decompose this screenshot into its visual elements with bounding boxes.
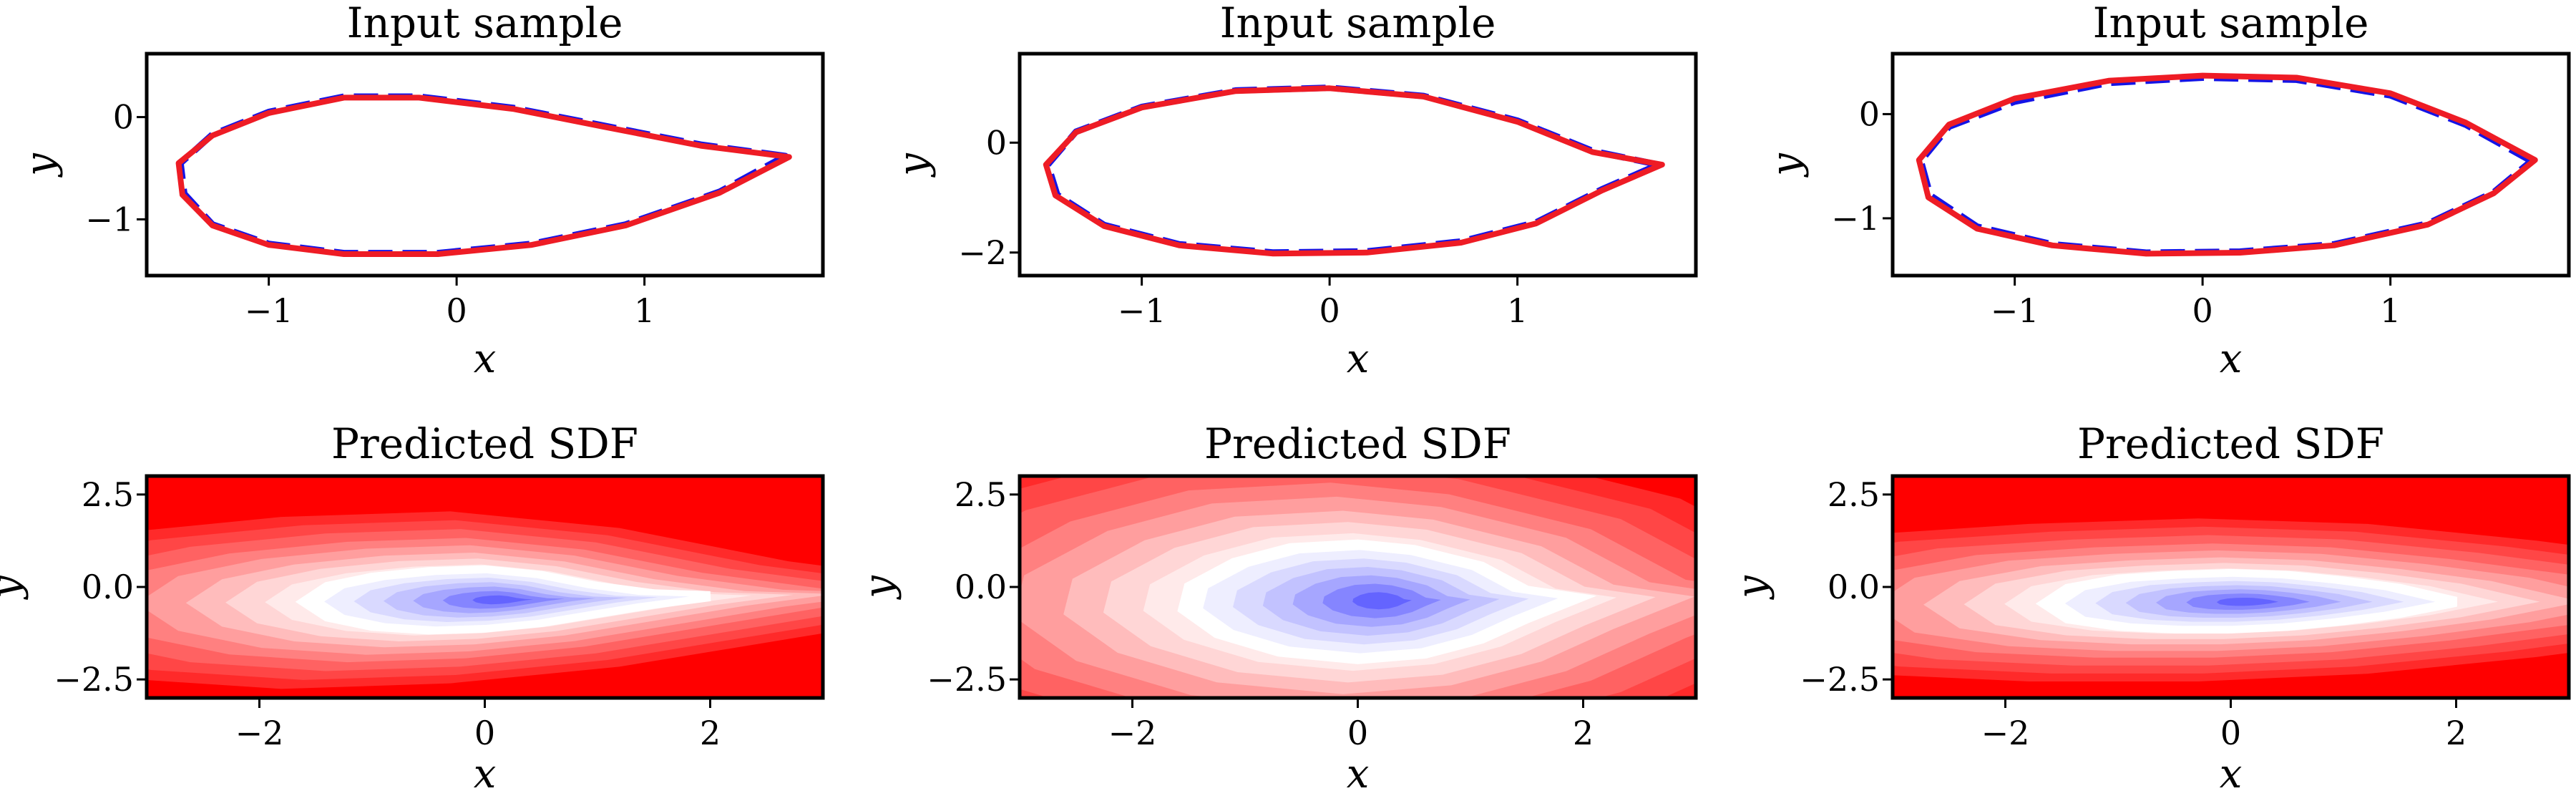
y-axis-label: y bbox=[17, 152, 64, 178]
panel-4: Predicted SDF −2 0 2 2.5 0.0 −2.5 x y bbox=[0, 419, 825, 797]
y-axis-label: y bbox=[890, 152, 937, 178]
x-tick-label: −2 bbox=[1108, 714, 1157, 752]
x-tick-label: 2 bbox=[2446, 714, 2467, 752]
panel-title: Input sample bbox=[2093, 0, 2369, 47]
input-curve bbox=[1917, 74, 2534, 256]
panel-title: Predicted SDF bbox=[1204, 419, 1511, 468]
y-tick-label: −1 bbox=[1831, 199, 1880, 238]
x-tick-label: 0 bbox=[474, 714, 495, 752]
y-axis-label: y bbox=[0, 575, 29, 601]
y-tick-label: 0.0 bbox=[82, 568, 134, 606]
x-tick-label: 0 bbox=[1347, 714, 1368, 752]
x-axis-label: x bbox=[1347, 751, 1370, 797]
x-tick-label: 0 bbox=[2192, 291, 2212, 330]
x-tick-label: 2 bbox=[1573, 714, 1594, 752]
y-tick-label: −2.5 bbox=[54, 660, 134, 699]
axes-frame bbox=[1018, 52, 1698, 278]
x-tick-label: −1 bbox=[245, 291, 293, 330]
panel-title: Input sample bbox=[347, 0, 623, 47]
y-tick-label: 2.5 bbox=[82, 475, 134, 514]
y-tick-label: 0 bbox=[1859, 94, 1880, 133]
sdf-level-negative bbox=[2216, 598, 2278, 606]
input-curve bbox=[1044, 84, 1662, 256]
y-tick-label: 0.0 bbox=[955, 568, 1007, 606]
x-tick-label: 1 bbox=[634, 291, 655, 330]
x-tick-label: 0 bbox=[446, 291, 467, 330]
y-tick-label: −2 bbox=[958, 233, 1007, 272]
x-axis-label: x bbox=[2220, 336, 2243, 382]
reconstructed-curve bbox=[1916, 72, 2538, 257]
y-tick-label: −2.5 bbox=[1800, 660, 1880, 699]
panel-6: Predicted SDF −2 0 2 2.5 0.0 −2.5 x y bbox=[1729, 419, 2571, 797]
y-axis-label: y bbox=[1763, 152, 1810, 178]
y-tick-label: −2.5 bbox=[927, 660, 1007, 699]
panel-title: Predicted SDF bbox=[2077, 419, 2384, 468]
y-axis-label: y bbox=[856, 575, 902, 601]
x-tick-label: −2 bbox=[235, 714, 284, 752]
panel-title: Input sample bbox=[1220, 0, 1496, 47]
x-axis-label: x bbox=[2220, 751, 2243, 797]
x-tick-label: 0 bbox=[2220, 714, 2241, 752]
reconstructed-curve bbox=[1043, 85, 1665, 257]
x-tick-label: 1 bbox=[1507, 291, 1528, 330]
axes-frame bbox=[145, 52, 825, 278]
reconstructed-curve bbox=[175, 94, 792, 257]
x-tick-label: −1 bbox=[1991, 291, 2039, 330]
sdf-level-negative bbox=[472, 595, 534, 605]
panel-2: Input sample −1 0 1 0 −2 x y bbox=[890, 0, 1698, 382]
plot-area bbox=[1893, 476, 2569, 698]
x-axis-label: x bbox=[474, 336, 497, 382]
y-tick-label: 0 bbox=[986, 123, 1007, 162]
input-curve bbox=[177, 93, 789, 257]
x-tick-label: 0 bbox=[1319, 291, 1340, 330]
plot-area bbox=[1916, 72, 2538, 257]
x-tick-label: −2 bbox=[1981, 714, 2030, 752]
y-tick-label: 2.5 bbox=[1828, 475, 1880, 514]
plot-area bbox=[175, 93, 792, 257]
panel-3: Input sample −1 0 1 0 −1 x y bbox=[1763, 0, 2571, 382]
y-tick-label: −1 bbox=[85, 200, 134, 238]
panel-1: Input sample −1 0 1 0 −1 x y bbox=[17, 0, 825, 382]
plot-area bbox=[147, 476, 823, 698]
x-tick-label: −1 bbox=[1118, 291, 1166, 330]
y-axis-label: y bbox=[1729, 575, 1775, 601]
y-tick-label: 0 bbox=[113, 98, 134, 137]
panel-5: Predicted SDF −2 0 2 2.5 0.0 −2.5 x y bbox=[856, 419, 1698, 797]
y-tick-label: 0.0 bbox=[1828, 568, 1880, 606]
plot-area bbox=[1020, 476, 1696, 698]
x-axis-label: x bbox=[1347, 336, 1370, 382]
x-tick-label: 1 bbox=[2380, 291, 2401, 330]
axes-frame bbox=[1890, 52, 2571, 278]
panel-title: Predicted SDF bbox=[331, 419, 638, 468]
sdf-level-negative bbox=[1352, 592, 1412, 610]
y-tick-label: 2.5 bbox=[955, 475, 1007, 514]
x-axis-label: x bbox=[474, 751, 497, 797]
plot-area bbox=[1043, 84, 1665, 257]
x-tick-label: 2 bbox=[700, 714, 721, 752]
